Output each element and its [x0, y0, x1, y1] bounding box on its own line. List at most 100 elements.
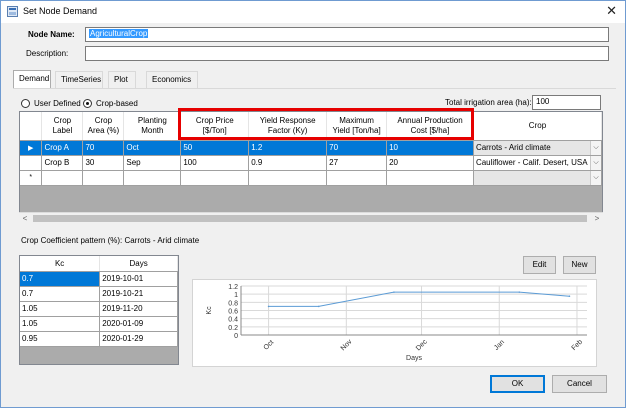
table-row[interactable]: 1.05 2020-01-09 [20, 316, 178, 332]
table-cell[interactable]: Sep [123, 155, 182, 171]
scroll-thumb[interactable] [33, 215, 587, 222]
x-tick-label: Nov [340, 338, 354, 352]
y-tick-label: 1.2 [228, 284, 238, 291]
table-cell[interactable]: 2020-01-29 [99, 331, 178, 347]
tab-economics[interactable]: Economics [146, 71, 198, 88]
table-cell[interactable]: 2020-01-09 [99, 316, 178, 332]
table-cell[interactable] [82, 170, 125, 186]
col-production-cost[interactable]: Annual Production Cost [$/ha] [386, 112, 474, 141]
table-cell[interactable]: 0.7 [20, 271, 101, 287]
table-cell[interactable]: 0.7 [20, 286, 101, 302]
tab-timeseries[interactable]: TimeSeries [55, 71, 103, 88]
row-selector[interactable] [20, 155, 43, 171]
table-cell[interactable]: 2019-10-01 [99, 271, 178, 287]
irrigation-area-field[interactable]: 100 [532, 95, 601, 110]
table-cell[interactable]: 0.95 [20, 331, 101, 347]
table-cell[interactable]: 20 [386, 155, 474, 171]
table-cell[interactable]: 2019-10-21 [99, 286, 178, 302]
table-cell[interactable]: 100 [180, 155, 250, 171]
ok-button[interactable]: OK [490, 375, 545, 393]
table-cell[interactable]: 70 [82, 140, 125, 156]
table-cell[interactable] [386, 170, 474, 186]
new-button[interactable]: New [563, 256, 596, 274]
table-row[interactable]: 0.95 2020-01-29 [20, 331, 178, 347]
row-header-corner [20, 112, 43, 141]
app-icon [7, 6, 18, 17]
x-tick-label: Feb [571, 339, 585, 353]
table-cell[interactable]: Crop B [41, 155, 84, 171]
table-row[interactable]: 0.7 2019-10-01 [20, 271, 178, 287]
new-table-row[interactable]: * ⌵ [20, 170, 602, 186]
col-kc[interactable]: Kc [20, 256, 101, 272]
crop-combo[interactable]: ⌵ [473, 170, 602, 186]
table-cell[interactable]: Crop A [41, 140, 84, 156]
table-cell[interactable] [41, 170, 84, 186]
table-cell[interactable] [248, 170, 328, 186]
table-cell[interactable]: 1.05 [20, 316, 101, 332]
edit-button[interactable]: Edit [523, 256, 556, 274]
kc-data-point [518, 291, 521, 293]
user-defined-radio[interactable] [21, 99, 30, 108]
col-days[interactable]: Days [99, 256, 178, 272]
kc-data-point [317, 305, 320, 308]
x-tick-label: Oct [263, 339, 276, 352]
x-tick-label: Jan [493, 339, 506, 352]
col-crop[interactable]: Crop [473, 112, 602, 141]
table-cell[interactable] [326, 170, 388, 186]
table-cell[interactable]: Oct [123, 140, 182, 156]
demand-tab-panel [13, 88, 616, 370]
table-cell[interactable]: 1.2 [248, 140, 328, 156]
scroll-left-icon[interactable]: < [22, 214, 28, 223]
table-cell[interactable]: 30 [82, 155, 125, 171]
crop-based-radio[interactable] [83, 99, 92, 108]
cancel-button[interactable]: Cancel [552, 375, 607, 393]
crop-table: Crop Label Crop Area (%) Planting Month … [19, 111, 603, 224]
crop-combo[interactable]: Carrots - Arid climate ⌵ [473, 140, 602, 156]
tab-demand[interactable]: Demand [13, 70, 51, 88]
table-row[interactable]: 0.7 2019-10-21 [20, 286, 178, 302]
node-name-label: Node Name: [28, 30, 75, 39]
y-tick-label: 0.6 [228, 309, 238, 316]
row-selector-icon[interactable]: ▶ [20, 140, 43, 156]
kc-data-point [568, 295, 571, 298]
table-cell[interactable]: 2019-11-20 [99, 301, 178, 317]
node-name-field[interactable]: AgriculturalCrop [85, 27, 609, 42]
tab-plot[interactable]: Plot [108, 71, 136, 88]
table-cell[interactable]: 0.9 [248, 155, 328, 171]
table-cell[interactable]: 1.05 [20, 301, 101, 317]
table-row[interactable]: 1.05 2019-11-20 [20, 301, 178, 317]
crop-table-hscroll[interactable]: < > [19, 212, 603, 224]
chevron-down-icon[interactable]: ⌵ [590, 155, 601, 169]
description-label: Description: [26, 49, 69, 58]
table-cell[interactable] [123, 170, 182, 186]
description-field[interactable] [85, 46, 609, 61]
table-row[interactable]: Crop B 30 Sep 100 0.9 27 20 Cauliflower … [20, 155, 602, 171]
table-cell[interactable] [180, 170, 250, 186]
crop-combo-value: Carrots - Arid climate [475, 143, 551, 152]
kc-chart: 0 0.2 0.4 0.6 0.8 1 1.2 Oct Nov Dec Jan Feb Kc Days [192, 279, 597, 367]
kc-table-header: Kc Days [20, 256, 178, 272]
crop-table-header: Crop Label Crop Area (%) Planting Month … [20, 112, 602, 141]
y-axis-title: Kc [206, 306, 213, 315]
table-cell[interactable]: 50 [180, 140, 250, 156]
col-yield-response[interactable]: Yield Response Factor (Ky) [248, 112, 328, 141]
title-bar: Set Node Demand ✕ [1, 1, 625, 23]
table-cell[interactable]: 27 [326, 155, 388, 171]
y-tick-label: 0 [234, 333, 238, 340]
col-planting-month[interactable]: Planting Month [123, 112, 182, 141]
table-cell[interactable]: 10 [386, 140, 474, 156]
col-crop-price[interactable]: Crop Price [$/Ton] [180, 112, 250, 141]
crop-combo[interactable]: Cauliflower - Calif. Desert, USA ⌵ [473, 155, 602, 171]
new-row-marker: * [20, 170, 43, 186]
col-crop-area[interactable]: Crop Area (%) [82, 112, 125, 141]
table-cell[interactable]: 70 [326, 140, 388, 156]
col-crop-label[interactable]: Crop Label [41, 112, 84, 141]
window-title: Set Node Demand [23, 6, 98, 16]
col-max-yield[interactable]: Maximum Yield [Ton/ha] [326, 112, 388, 141]
table-row[interactable]: ▶ Crop A 70 Oct 50 1.2 70 10 Carrots - A… [20, 140, 602, 156]
chevron-down-icon[interactable]: ⌵ [590, 140, 601, 154]
chevron-down-icon[interactable]: ⌵ [590, 170, 601, 184]
scroll-right-icon[interactable]: > [594, 214, 600, 223]
close-icon[interactable]: ✕ [606, 3, 617, 18]
